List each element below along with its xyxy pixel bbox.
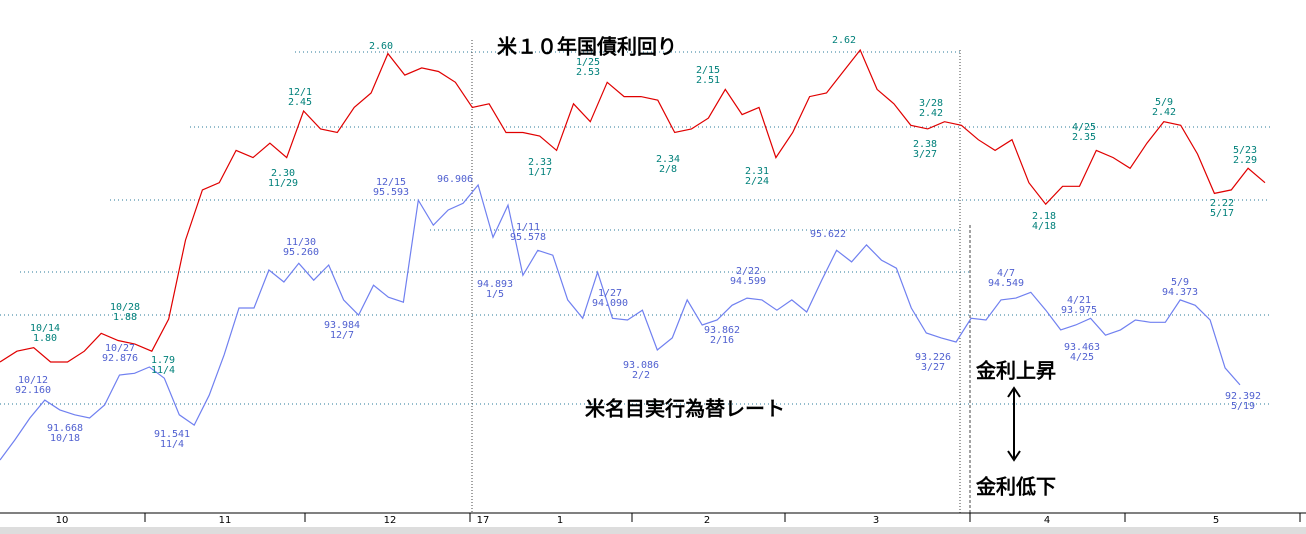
data-label: 2/8 [659,164,677,175]
data-label: 4/25 [1070,352,1094,363]
data-label: 11/30 [286,237,316,248]
x-tick-label: 11 [219,515,232,526]
series-line [0,48,1266,363]
data-label: 93.086 [623,360,659,371]
data-label: 2.29 [1233,155,1257,166]
data-label: 5/19 [1231,401,1255,412]
data-label: 12/15 [376,177,406,188]
data-label: 12/1 [288,87,312,98]
data-label: 1.79 [151,355,175,366]
data-label: 2.18 [1032,211,1056,222]
data-label: 94.599 [730,276,766,287]
x-tick-label: 3 [873,515,879,526]
data-label: 2.31 [745,166,769,177]
reference-lines [0,40,1270,513]
data-label: 1/17 [528,167,552,178]
data-label: 94.549 [988,278,1024,289]
data-label: 3/27 [921,362,945,373]
note: 金利低下 [975,475,1056,499]
data-label: 94.893 [477,279,513,290]
x-tick-label: 4 [1044,515,1050,526]
data-label: 93.975 [1061,305,1097,316]
data-label: 3/27 [913,149,937,160]
data-label: 93.463 [1064,342,1100,353]
data-label: 2.51 [696,75,720,86]
data-label: 2.30 [271,168,295,179]
data-label: 95.593 [373,187,409,198]
note: 金利上昇 [975,359,1056,383]
data-label: 94.090 [592,298,628,309]
data-label: 2.60 [369,41,393,52]
data-label: 93.984 [324,320,360,331]
data-label: 5/23 [1233,145,1257,156]
arrow [1007,386,1021,462]
data-label: 93.862 [704,325,740,336]
data-label: 1.80 [33,333,57,344]
data-label: 10/28 [110,302,140,313]
x-tick-label: 1 [557,515,563,526]
data-label: 91.668 [47,423,83,434]
data-label: 2/24 [745,176,769,187]
data-label: 2.62 [832,35,856,46]
data-label: 5/9 [1171,277,1189,288]
data-label: 93.226 [915,352,951,363]
data-label: 95.578 [510,232,546,243]
x-tick-label: 10 [56,515,69,526]
data-label: 2.33 [528,157,552,168]
series-title: 米名目実行為替レート [585,397,785,421]
data-label: 4/7 [997,268,1015,279]
data-label: 2/15 [696,65,720,76]
data-label: 92.392 [1225,391,1261,402]
data-label: 2.22 [1210,198,1234,209]
data-label: 95.622 [810,229,846,240]
x-tick-label: 2 [704,515,710,526]
data-label: 2.42 [1152,107,1176,118]
series-line [0,183,1241,461]
data-label: 95.260 [283,247,319,258]
data-label: 96.906 [437,174,473,185]
data-label: 1/25 [576,57,600,68]
data-label: 92.876 [102,353,138,364]
data-label: 2.34 [656,154,680,165]
data-label: 2.45 [288,97,312,108]
data-label: 94.373 [1162,287,1198,298]
series-title: 米１０年国債利回り [497,35,677,59]
data-label: 5/9 [1155,97,1173,108]
x-tick-label: 17 [477,515,490,526]
data-label: 91.541 [154,429,190,440]
data-label: 1/5 [486,289,504,300]
data-label: 2.42 [919,108,943,119]
data-label: 2.38 [913,139,937,150]
data-label: 5/17 [1210,208,1234,219]
x-tick-label: 12 [384,515,397,526]
data-label: 10/27 [105,343,135,354]
data-label: 11/4 [151,365,175,376]
x-tick-label: 5 [1213,515,1219,526]
data-label: 2/16 [710,335,734,346]
data-label: 4/21 [1067,295,1091,306]
data-label: 2/2 [632,370,650,381]
data-label: 2.53 [576,67,600,78]
data-label: 1.88 [113,312,137,323]
data-label: 10/14 [30,323,60,334]
data-label: 2.35 [1072,132,1096,143]
data-label: 10/12 [18,375,48,386]
data-label: 12/7 [330,330,354,341]
data-label: 11/29 [268,178,298,189]
data-label: 11/4 [160,439,184,450]
data-label: 2/22 [736,266,760,277]
data-label: 92.160 [15,385,51,396]
x-axis [0,512,1306,534]
data-label: 3/28 [919,98,943,109]
data-label: 1/27 [598,288,622,299]
data-label: 4/25 [1072,122,1096,133]
data-label: 4/18 [1032,221,1056,232]
data-label: 10/18 [50,433,80,444]
data-label: 1/11 [516,222,540,233]
